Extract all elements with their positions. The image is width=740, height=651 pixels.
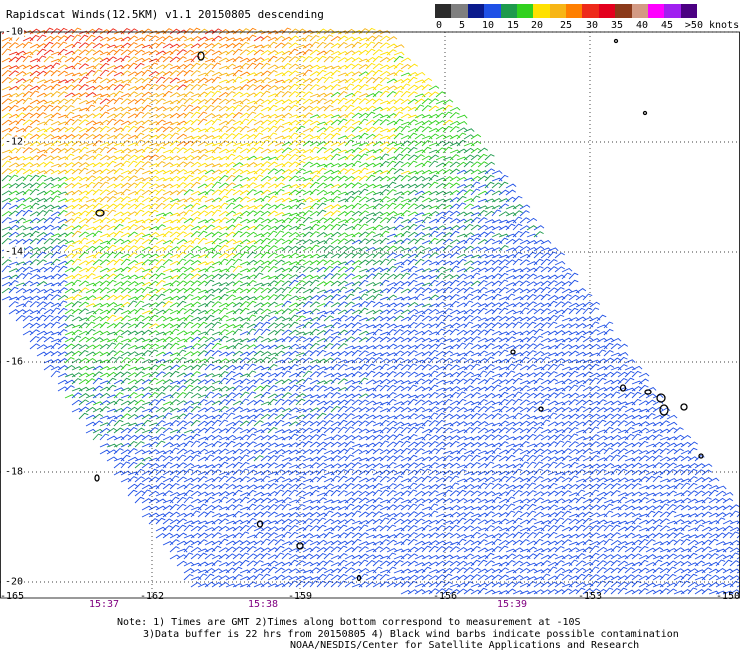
lat-label: -12 (4, 136, 25, 148)
colorbar-swatch (631, 4, 648, 18)
time-label: 15:38 (247, 599, 279, 610)
note-line-3: NOAA/NESDIS/Center for Satellite Applica… (290, 640, 640, 651)
colorbar-swatch (467, 4, 485, 18)
lon-label: -150 (715, 591, 740, 602)
colorbar-swatch (582, 4, 599, 18)
time-label: 15:39 (496, 599, 528, 610)
colorbar-label: 10 (481, 20, 495, 31)
lat-label: -18 (4, 466, 25, 478)
colorbar-swatch (664, 4, 681, 18)
colorbar-swatch (680, 4, 697, 18)
colorbar-label: >50 knots (684, 20, 740, 31)
lat-label: -16 (4, 356, 25, 368)
lat-label: -20 (4, 576, 25, 588)
colorbar-label: 45 (660, 20, 674, 31)
lon-label: -159 (287, 591, 313, 602)
colorbar-label: 0 (435, 20, 443, 31)
island-outline (256, 520, 264, 528)
island-outline (613, 38, 619, 44)
colorbar-swatch (533, 4, 550, 18)
colorbar-label: 20 (530, 20, 544, 31)
colorbar-label: 30 (585, 20, 599, 31)
colorbar-swatch (435, 4, 452, 18)
colorbar-swatch (647, 4, 665, 18)
colorbar-swatch (500, 4, 517, 18)
island-outline (94, 474, 100, 482)
island-outlines (94, 38, 704, 582)
lat-label: -14 (4, 246, 25, 258)
colorbar-swatch (484, 4, 501, 18)
lon-label: -153 (577, 591, 603, 602)
wind-speed-colorbar (435, 4, 697, 18)
colorbar-swatch (598, 4, 616, 18)
lat-lon-grid (0, 31, 740, 599)
map-title: Rapidscat Winds(12.5KM) v1.1 20150805 de… (6, 8, 324, 21)
island-outline (656, 393, 666, 403)
island-outline (296, 542, 304, 550)
island-outline (698, 453, 704, 459)
colorbar-label: 25 (559, 20, 573, 31)
colorbar-label: 35 (610, 20, 624, 31)
island-outline (619, 384, 627, 392)
island-outline (510, 349, 516, 355)
colorbar-swatch (566, 4, 583, 18)
lon-label: -162 (139, 591, 165, 602)
island-outline (538, 406, 544, 412)
note-line-1: Note: 1) Times are GMT 2)Times along bot… (117, 617, 581, 628)
colorbar-label: 15 (506, 20, 520, 31)
colorbar-label: 5 (458, 20, 466, 31)
lon-label: -156 (432, 591, 458, 602)
wind-barb-swath (1, 27, 740, 595)
island-outline (95, 209, 105, 217)
colorbar-swatch (615, 4, 632, 18)
colorbar-swatch (549, 4, 566, 18)
island-outline (680, 403, 688, 411)
island-outline (197, 51, 205, 61)
colorbar-swatch (451, 4, 468, 18)
island-outline (356, 574, 362, 582)
map-frame (0, 31, 740, 599)
note-line-2: 3)Data buffer is 22 hrs from 20150805 4)… (143, 629, 679, 640)
lat-label: -10 (4, 26, 25, 38)
island-outline (659, 404, 669, 416)
island-outline (644, 389, 652, 395)
island-outline (642, 110, 648, 116)
lon-label: -165 (0, 591, 25, 602)
colorbar-label: 40 (635, 20, 649, 31)
colorbar-swatch (516, 4, 534, 18)
time-label: 15:37 (88, 599, 120, 610)
